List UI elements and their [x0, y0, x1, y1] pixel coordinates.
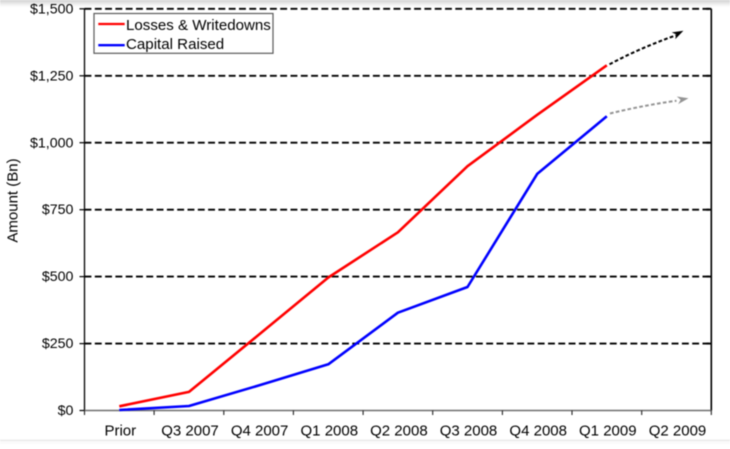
svg-text:Q4 2008: Q4 2008 [509, 423, 567, 440]
svg-text:Losses & Writedowns: Losses & Writedowns [126, 17, 271, 34]
svg-text:$1,500: $1,500 [30, 1, 74, 17]
svg-text:$1,000: $1,000 [30, 135, 74, 151]
svg-text:Q3 2008: Q3 2008 [440, 423, 498, 440]
svg-text:$500: $500 [42, 269, 74, 285]
svg-text:$1,250: $1,250 [30, 68, 74, 84]
svg-text:Q1 2008: Q1 2008 [301, 423, 359, 440]
svg-text:Q3 2007: Q3 2007 [161, 423, 219, 440]
svg-text:Q1 2009: Q1 2009 [579, 423, 637, 440]
svg-text:Q4 2007: Q4 2007 [231, 423, 289, 440]
svg-text:Capital Raised: Capital Raised [126, 36, 224, 53]
svg-text:Q2 2009: Q2 2009 [649, 423, 707, 440]
svg-text:Amount (Bn): Amount (Bn) [5, 158, 22, 242]
svg-text:Prior: Prior [104, 423, 136, 440]
svg-text:Q2 2008: Q2 2008 [370, 423, 428, 440]
svg-text:$0: $0 [58, 403, 74, 419]
svg-text:$750: $750 [42, 202, 74, 218]
svg-text:$250: $250 [42, 336, 74, 352]
